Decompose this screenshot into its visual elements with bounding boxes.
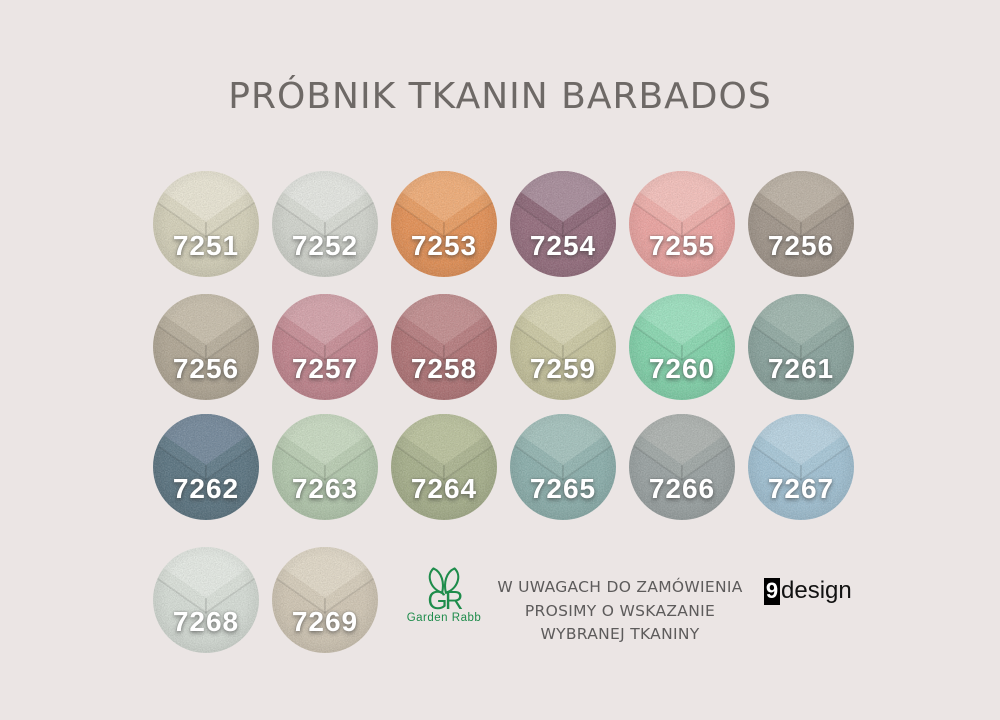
fabric-cushion-image — [510, 171, 616, 277]
swatch-code: 7255 — [648, 230, 716, 262]
fabric-cushion-image — [272, 294, 378, 400]
fabric-cushion-image — [748, 414, 854, 520]
swatch-code: 7264 — [410, 473, 478, 505]
fabric-cushion-image — [391, 414, 497, 520]
leaf-left-icon — [428, 567, 445, 594]
ninedesign-logo: 9 design — [764, 577, 852, 605]
swatch-code: 7262 — [172, 473, 240, 505]
swatch-code: 7253 — [410, 230, 478, 262]
fabric-swatch: 7258 — [391, 294, 497, 400]
fabric-swatch: 7266 — [629, 414, 735, 520]
fabric-swatch: 7265 — [510, 414, 616, 520]
fabric-swatch: 7252 — [272, 171, 378, 277]
fabric-swatch: 7267 — [748, 414, 854, 520]
swatch-code: 7267 — [767, 473, 835, 505]
fabric-cushion-image — [272, 547, 378, 653]
fabric-cushion-image — [748, 294, 854, 400]
fabric-cushion-image — [153, 547, 259, 653]
fabric-swatch: 7254 — [510, 171, 616, 277]
fabric-cushion-image — [629, 414, 735, 520]
fabric-cushion-image — [153, 414, 259, 520]
swatch-code: 7256 — [767, 230, 835, 262]
swatch-code: 7268 — [172, 606, 240, 638]
swatch-code: 7254 — [529, 230, 597, 262]
fabric-cushion-image — [153, 294, 259, 400]
fabric-cushion-image — [391, 294, 497, 400]
fabric-cushion-image — [748, 171, 854, 277]
page-title: PRÓBNIK TKANIN BARBADOS — [228, 76, 772, 117]
swatch-code: 7269 — [291, 606, 359, 638]
swatch-row-2: 7256 7257 — [153, 294, 854, 400]
fabric-swatch: 7251 — [153, 171, 259, 277]
swatch-code: 7259 — [529, 353, 597, 385]
garden-rabb-logo: GR Garden Rabb — [400, 567, 488, 624]
swatch-code: 7256 — [172, 353, 240, 385]
swatch-code: 7261 — [767, 353, 835, 385]
fabric-cushion-image — [153, 171, 259, 277]
swatch-row-4: 7268 7269 — [153, 547, 378, 653]
fabric-swatch: 7256 — [748, 171, 854, 277]
swatch-code: 7266 — [648, 473, 716, 505]
fabric-swatch: 7263 — [272, 414, 378, 520]
note-line: PROSIMY O WSKAZANIE — [524, 601, 716, 620]
fabric-swatch: 7264 — [391, 414, 497, 520]
fabric-swatch: 7253 — [391, 171, 497, 277]
fabric-swatch: 7261 — [748, 294, 854, 400]
swatch-code: 7263 — [291, 473, 359, 505]
swatch-code: 7257 — [291, 353, 359, 385]
garden-rabb-monogram: GR — [428, 587, 463, 611]
fabric-cushion-image — [272, 414, 378, 520]
fabric-cushion-image — [510, 414, 616, 520]
swatch-code: 7260 — [648, 353, 716, 385]
fabric-cushion-image — [629, 294, 735, 400]
fabric-cushion-image — [510, 294, 616, 400]
fabric-cushion-image — [391, 171, 497, 277]
swatch-code: 7258 — [410, 353, 478, 385]
ninedesign-box-digit: 9 — [764, 577, 780, 605]
swatch-code: 7252 — [291, 230, 359, 262]
fabric-swatch: 7269 — [272, 547, 378, 653]
note-line: WYBRANEJ TKANINY — [540, 625, 700, 643]
order-note: W UWAGACH DO ZAMÓWIENIA PROSIMY O WSKAZA… — [495, 576, 745, 647]
fabric-swatch: 7259 — [510, 294, 616, 400]
note-line: W UWAGACH DO ZAMÓWIENIA — [497, 578, 743, 596]
fabric-swatch: 7260 — [629, 294, 735, 400]
garden-rabb-label: Garden Rabb — [406, 612, 482, 624]
leaf-right-icon — [443, 567, 460, 594]
swatch-code: 7265 — [529, 473, 597, 505]
ninedesign-wordmark: design — [781, 577, 852, 604]
fabric-swatch: 7268 — [153, 547, 259, 653]
fabric-swatch: 7262 — [153, 414, 259, 520]
fabric-swatch: 7257 — [272, 294, 378, 400]
fabric-cushion-image — [272, 171, 378, 277]
swatch-code: 7251 — [172, 230, 240, 262]
fabric-swatch: 7255 — [629, 171, 735, 277]
garden-rabb-mark-icon: GR — [428, 567, 466, 611]
fabric-swatch: 7256 — [153, 294, 259, 400]
swatch-row-1: 7251 7252 — [153, 171, 854, 277]
swatch-row-3: 7262 7263 — [153, 414, 854, 520]
fabric-cushion-image — [629, 171, 735, 277]
